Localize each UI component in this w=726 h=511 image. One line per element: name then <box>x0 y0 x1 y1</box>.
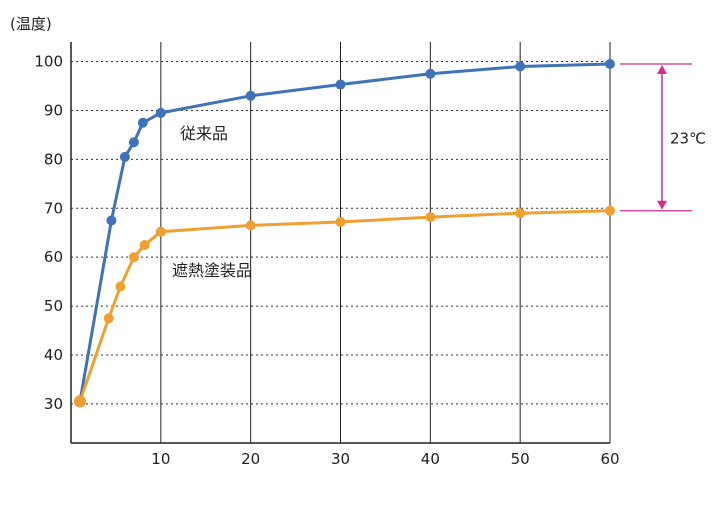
y-tick-label-30: 30 <box>44 395 63 413</box>
x-tick-label-10: 10 <box>151 450 170 468</box>
annotation-arrow-down-head <box>657 200 667 210</box>
data-point-1-6 <box>155 107 166 118</box>
data-point-2-5 <box>139 239 150 250</box>
data-point-2-8 <box>335 216 346 227</box>
series-1: 従来品 <box>73 59 615 408</box>
data-point-1-9 <box>425 68 436 79</box>
data-point-2-9 <box>425 212 436 223</box>
difference-annotation: 23℃ <box>620 63 722 212</box>
y-tick-label-60: 60 <box>44 248 63 266</box>
y-tick-label-80: 80 <box>44 150 63 168</box>
annotation-label: 23℃ <box>670 129 706 147</box>
series-2: 遮熱塗装品 <box>73 205 615 408</box>
data-point-2-10 <box>515 208 526 219</box>
grid-lines <box>71 42 611 443</box>
axes <box>70 42 610 444</box>
data-point-2-2 <box>103 313 114 324</box>
x-tick-label-30: 30 <box>331 450 350 468</box>
data-point-1-3 <box>119 151 130 162</box>
data-point-1-5 <box>137 117 148 128</box>
y-tick-label-100: 100 <box>34 53 63 71</box>
series-label-2: 遮熱塗装品 <box>172 261 252 280</box>
data-point-2-7 <box>245 220 256 231</box>
y-tick-label-40: 40 <box>44 346 63 364</box>
data-point-2-4 <box>128 252 139 263</box>
data-point-1-7 <box>245 90 256 101</box>
series-label-1: 従来品 <box>180 124 228 143</box>
x-tick-label-50: 50 <box>511 450 530 468</box>
data-point-1-11 <box>605 59 615 70</box>
annotation-arrow-up-head <box>657 65 667 75</box>
data-point-2-1 <box>73 395 86 408</box>
x-tick-label-60: 60 <box>600 450 619 468</box>
data-point-1-4 <box>128 137 139 148</box>
y-tick-label-90: 90 <box>44 101 63 119</box>
data-point-1-10 <box>515 61 526 72</box>
data-point-2-11 <box>605 205 615 216</box>
tick-labels: 30 40 50 60 70 80 90 100 10 20 30 40 50 60 <box>34 53 619 468</box>
data-point-2-3 <box>115 281 126 292</box>
data-point-2-6 <box>155 226 166 237</box>
y-tick-label-70: 70 <box>44 199 63 217</box>
data-point-1-8 <box>335 79 346 90</box>
annotation-label-bg <box>668 125 722 150</box>
series-line-2 <box>78 209 612 403</box>
data-point-1-2 <box>106 215 117 226</box>
x-tick-label-40: 40 <box>421 450 440 468</box>
y-tick-label-50: 50 <box>44 297 63 315</box>
y-axis-label: (温度) <box>10 15 52 33</box>
x-tick-label-20: 20 <box>241 450 260 468</box>
